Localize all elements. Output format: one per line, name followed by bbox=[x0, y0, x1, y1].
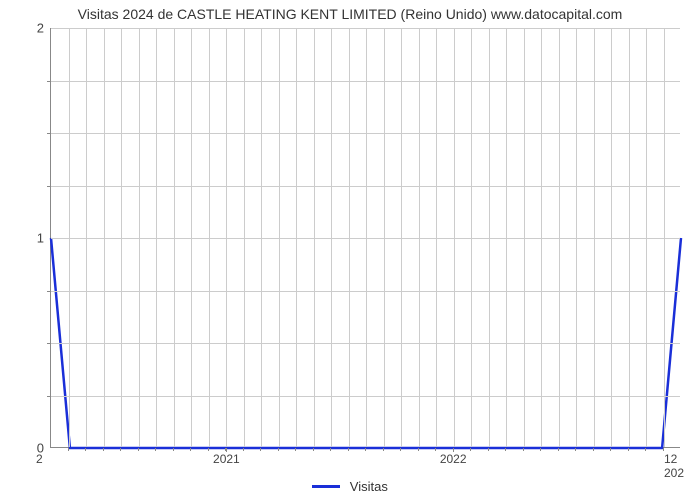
x-minor-tick bbox=[120, 448, 121, 451]
x-minor-tick bbox=[663, 448, 664, 451]
x-minor-tick bbox=[190, 448, 191, 451]
x-minor-tick bbox=[295, 448, 296, 451]
plot-region bbox=[50, 28, 680, 448]
grid-line-v bbox=[489, 28, 490, 447]
grid-line-v bbox=[69, 28, 70, 447]
grid-line-v bbox=[261, 28, 262, 447]
x-minor-tick bbox=[540, 448, 541, 451]
y-minor-tick bbox=[47, 81, 51, 82]
grid-line-v bbox=[646, 28, 647, 447]
x-minor-tick bbox=[348, 448, 349, 451]
grid-line-v bbox=[454, 28, 455, 447]
y-minor-tick bbox=[47, 396, 51, 397]
grid-line-v bbox=[296, 28, 297, 447]
grid-line-v bbox=[174, 28, 175, 447]
grid-line-v bbox=[664, 28, 665, 447]
x-minor-tick bbox=[488, 448, 489, 451]
grid-line-v bbox=[104, 28, 105, 447]
grid-line-v bbox=[366, 28, 367, 447]
grid-line-v bbox=[209, 28, 210, 447]
x-minor-tick bbox=[330, 448, 331, 451]
legend-swatch bbox=[312, 485, 340, 488]
y-tick-label: 2 bbox=[14, 21, 44, 36]
x-minor-tick bbox=[243, 448, 244, 451]
x-minor-tick bbox=[260, 448, 261, 451]
grid-line-v bbox=[611, 28, 612, 447]
x-minor-tick bbox=[470, 448, 471, 451]
grid-line-v bbox=[559, 28, 560, 447]
grid-line-v bbox=[349, 28, 350, 447]
x-minor-tick bbox=[400, 448, 401, 451]
grid-line-v bbox=[156, 28, 157, 447]
legend: Visitas bbox=[0, 478, 700, 494]
grid-line-v bbox=[314, 28, 315, 447]
grid-line-v bbox=[436, 28, 437, 447]
x-minor-tick bbox=[418, 448, 419, 451]
grid-line-v bbox=[629, 28, 630, 447]
x-tick-label: 2021 bbox=[213, 452, 240, 466]
x-minor-tick bbox=[610, 448, 611, 451]
y-minor-tick bbox=[47, 343, 51, 344]
x-minor-tick bbox=[593, 448, 594, 451]
x-tick-label: 2022 bbox=[440, 452, 467, 466]
grid-line-v bbox=[506, 28, 507, 447]
x-minor-tick bbox=[505, 448, 506, 451]
grid-line-v bbox=[279, 28, 280, 447]
x-minor-tick bbox=[575, 448, 576, 451]
x-minor-tick bbox=[278, 448, 279, 451]
grid-line-v bbox=[244, 28, 245, 447]
y-minor-tick bbox=[47, 133, 51, 134]
grid-line-v bbox=[121, 28, 122, 447]
grid-line-v bbox=[541, 28, 542, 447]
x-minor-tick bbox=[558, 448, 559, 451]
grid-line-v bbox=[594, 28, 595, 447]
x-minor-tick bbox=[645, 448, 646, 451]
legend-label: Visitas bbox=[350, 479, 388, 494]
x-minor-tick bbox=[85, 448, 86, 451]
x-minor-tick bbox=[523, 448, 524, 451]
grid-line-v bbox=[384, 28, 385, 447]
x-minor-tick bbox=[173, 448, 174, 451]
x-minor-tick bbox=[68, 448, 69, 451]
x-minor-tick bbox=[103, 448, 104, 451]
grid-line-v bbox=[86, 28, 87, 447]
grid-line-v bbox=[226, 28, 227, 447]
grid-line-v bbox=[471, 28, 472, 447]
y-minor-tick bbox=[47, 186, 51, 187]
grid-line-v bbox=[191, 28, 192, 447]
chart-title: Visitas 2024 de CASTLE HEATING KENT LIMI… bbox=[0, 0, 700, 22]
grid-line-v bbox=[419, 28, 420, 447]
grid-line-v bbox=[524, 28, 525, 447]
x-minor-tick bbox=[138, 448, 139, 451]
y-minor-tick bbox=[47, 291, 51, 292]
x-minor-tick bbox=[208, 448, 209, 451]
chart-area: 2 0122021202212 202 bbox=[50, 28, 680, 448]
grid-line-v bbox=[576, 28, 577, 447]
grid-line-v bbox=[401, 28, 402, 447]
x-minor-tick bbox=[628, 448, 629, 451]
x-minor-tick bbox=[313, 448, 314, 451]
x-right-extra-label: 12 202 bbox=[664, 452, 684, 480]
x-minor-tick bbox=[383, 448, 384, 451]
grid-line-v bbox=[331, 28, 332, 447]
x-minor-tick bbox=[435, 448, 436, 451]
y-tick-label: 0 bbox=[14, 441, 44, 456]
grid-line-v bbox=[139, 28, 140, 447]
y-tick-label: 1 bbox=[14, 231, 44, 246]
x-minor-tick bbox=[155, 448, 156, 451]
x-minor-tick bbox=[365, 448, 366, 451]
